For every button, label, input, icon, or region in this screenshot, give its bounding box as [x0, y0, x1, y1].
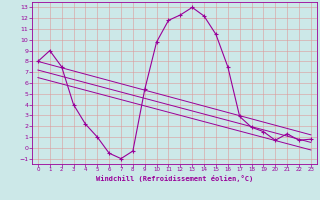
- X-axis label: Windchill (Refroidissement éolien,°C): Windchill (Refroidissement éolien,°C): [96, 175, 253, 182]
